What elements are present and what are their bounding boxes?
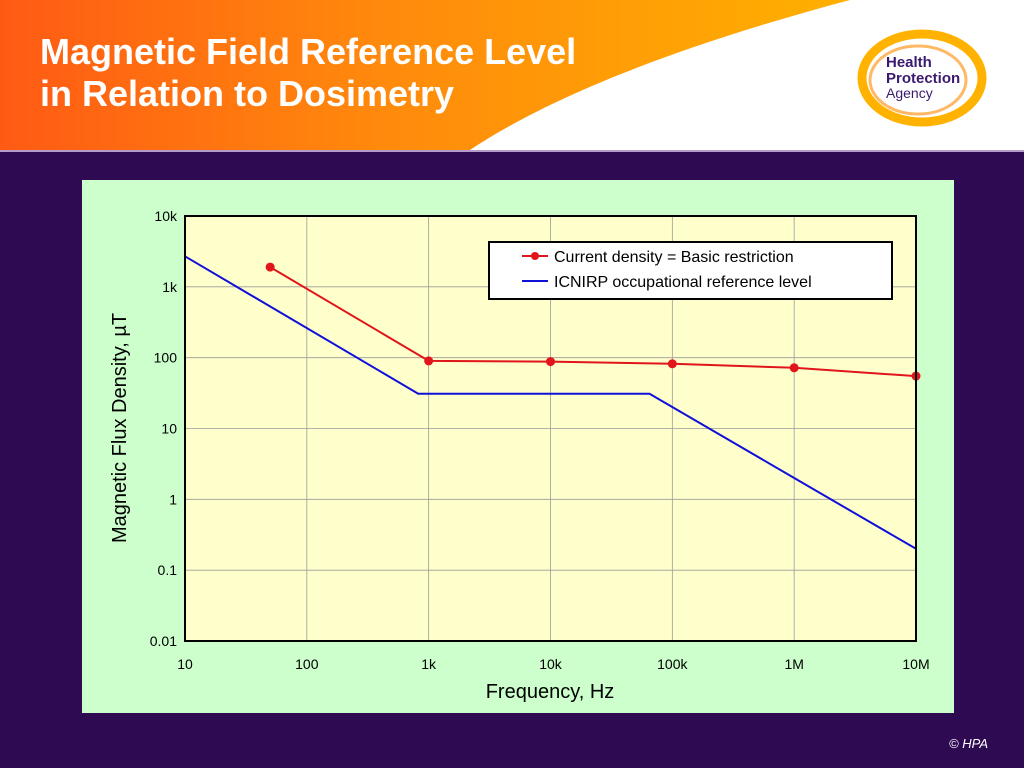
y-tick-label: 1 (169, 491, 177, 507)
data-point-current-density (424, 356, 434, 366)
logo-text-health: Health (886, 54, 932, 71)
header-swoosh (0, 0, 850, 150)
series-layer (184, 255, 921, 550)
y-tick-label: 10 (161, 421, 177, 437)
legend-marker-current-density (531, 252, 539, 260)
logo-text-protection: Protection (886, 70, 960, 87)
x-tick-label: 10k (539, 656, 563, 672)
series-line-icnirp (184, 255, 917, 550)
data-point-current-density (667, 359, 677, 369)
health-protection-agency-logo: Health Protection Agency (857, 29, 987, 127)
x-tick-label: 10M (902, 656, 929, 672)
x-axis-label: Frequency, Hz (486, 681, 615, 703)
series-line-current-density (269, 266, 917, 378)
chart: 10 100 1k 10k 100k 1M 10M 0.01 0.1 1 10 100 1k 10k Fr… (109, 208, 930, 703)
y-tick-label: 10k (154, 208, 178, 224)
x-tick-label: 1M (784, 656, 803, 672)
legend-box (488, 241, 893, 300)
tick-labels: 10 100 1k 10k 100k 1M 10M 0.01 0.1 1 10 100 1k 10k (150, 208, 930, 672)
chart-panel: 10 100 1k 10k 100k 1M 10M 0.01 0.1 1 10 100 1k 10k Fr… (82, 180, 954, 713)
data-point-current-density (789, 363, 799, 373)
y-axis-label: Magnetic Flux Density, µT (109, 313, 131, 543)
x-tick-label: 100k (657, 656, 688, 672)
logo-text-agency: Agency (886, 85, 933, 101)
plot-frame (184, 215, 917, 642)
slide-header: Magnetic Field Reference Level in Relati… (0, 0, 1024, 152)
y-tick-label: 0.01 (150, 633, 177, 649)
slide-title-line-2: in Relation to Dosimetry (40, 73, 455, 114)
data-point-current-density (265, 262, 275, 272)
legend-label-icnirp: ICNIRP occupational reference level (554, 274, 812, 291)
legend: Current density = Basic restriction ICNI… (488, 241, 893, 300)
legend-label-current-density: Current density = Basic restriction (554, 249, 794, 266)
x-tick-label: 1k (421, 656, 437, 672)
slide-title-line-1: Magnetic Field Reference Level (40, 31, 577, 72)
y-tick-label: 100 (154, 350, 178, 366)
y-tick-label: 1k (162, 279, 178, 295)
y-tick-label: 0.1 (158, 562, 178, 578)
copyright-notice: © HPA (949, 736, 988, 751)
data-point-current-density (546, 357, 555, 367)
x-tick-label: 100 (295, 656, 319, 672)
x-tick-label: 10 (177, 656, 193, 672)
